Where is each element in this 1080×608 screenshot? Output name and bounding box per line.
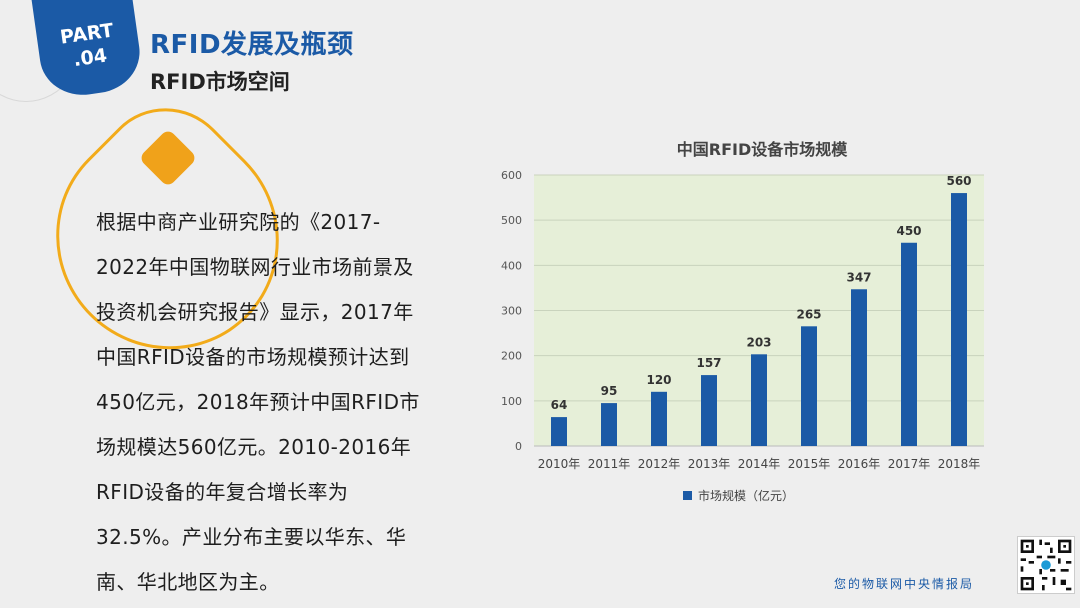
bar — [851, 289, 867, 446]
data-label: 265 — [796, 307, 821, 321]
x-tick-label: 2013年 — [688, 457, 731, 471]
x-tick-label: 2011年 — [588, 457, 631, 471]
data-label: 95 — [601, 384, 618, 398]
bar — [601, 403, 617, 446]
x-tick-label: 2010年 — [538, 457, 581, 471]
y-tick-label: 200 — [501, 350, 522, 363]
x-tick-label: 2016年 — [838, 457, 881, 471]
chart-legend: 市场规模（亿元） — [683, 487, 794, 504]
page-title: RFID发展及瓶颈 — [150, 30, 354, 60]
bar — [751, 354, 767, 446]
y-tick-label: 600 — [501, 169, 522, 182]
y-tick-label: 0 — [515, 440, 522, 453]
data-label: 450 — [896, 224, 921, 238]
data-label: 64 — [551, 398, 568, 412]
data-label: 120 — [646, 373, 671, 387]
y-tick-label: 100 — [501, 395, 522, 408]
legend-label: 市场规模（亿元） — [698, 489, 795, 503]
bar-chart: 0 100 200 300 400 500 600 64 2010年 95 2011年 120 2012… — [501, 169, 984, 471]
bar — [701, 375, 717, 446]
bar — [951, 193, 967, 446]
y-tick-label: 500 — [501, 214, 522, 227]
bar — [651, 391, 667, 446]
data-label: 203 — [746, 335, 771, 349]
x-tick-label: 2018年 — [938, 457, 981, 471]
bar — [901, 242, 917, 446]
legend-swatch — [683, 491, 692, 500]
bar — [551, 417, 567, 446]
chart-title: 中国RFID设备市场规模 — [676, 140, 848, 159]
data-label: 560 — [946, 174, 971, 188]
data-label: 347 — [846, 270, 871, 284]
bar — [801, 326, 817, 446]
x-tick-label: 2012年 — [638, 457, 681, 471]
footer-brand-text: 您的物联网中央情报局 — [833, 577, 974, 591]
x-tick-label: 2014年 — [738, 457, 781, 471]
body-paragraph: 根据中商产业研究院的《2017-2022年中国物联网行业市场前景及投资机会研究报… — [96, 210, 420, 594]
page-subtitle: RFID市场空间 — [150, 70, 290, 94]
data-label: 157 — [696, 356, 721, 370]
y-tick-label: 300 — [501, 305, 522, 318]
y-tick-label: 400 — [501, 259, 522, 272]
x-tick-label: 2017年 — [888, 457, 931, 471]
x-tick-label: 2015年 — [788, 457, 831, 471]
qr-code-icon — [1017, 536, 1075, 594]
